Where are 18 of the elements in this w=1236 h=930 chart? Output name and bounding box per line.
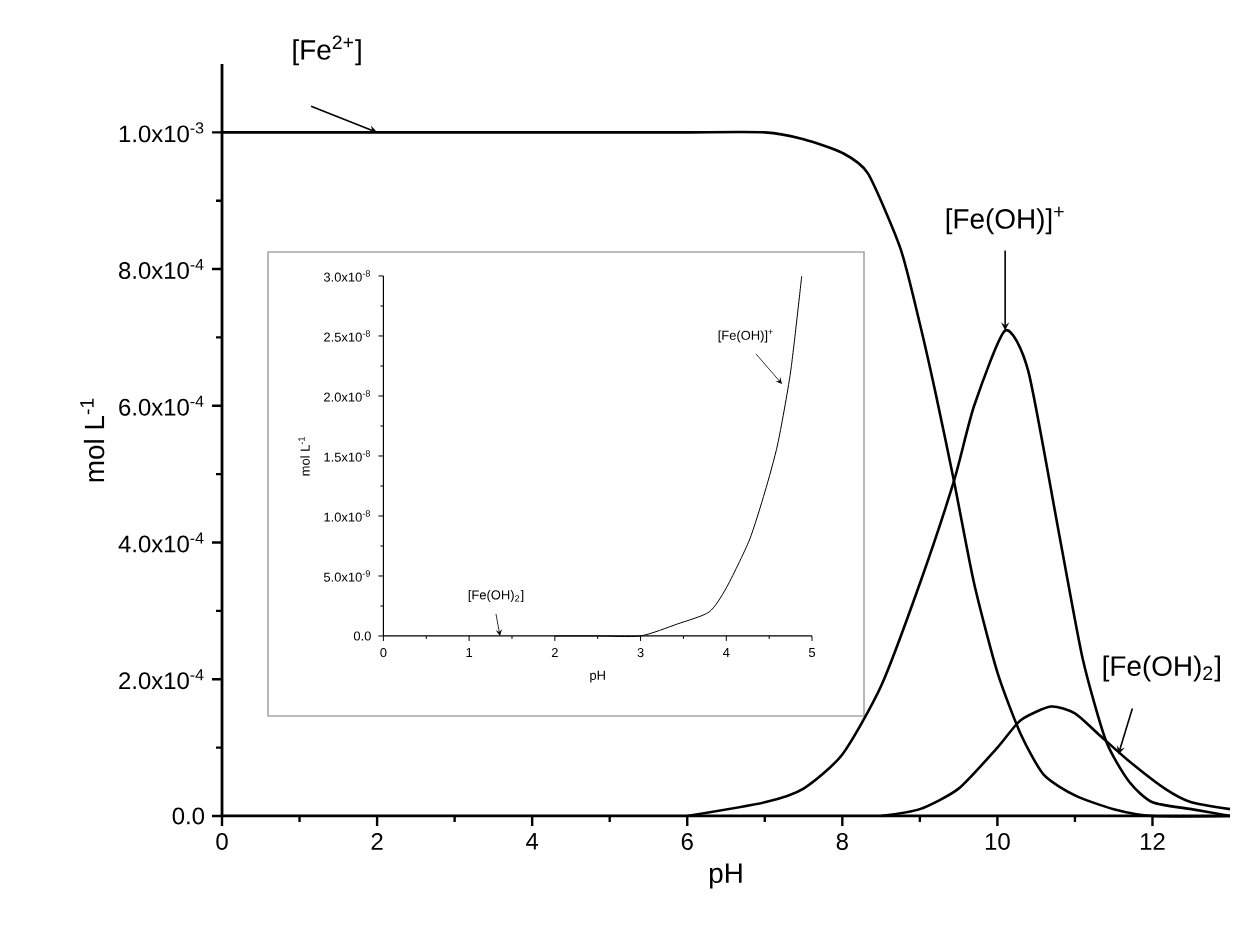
x-tick-label: 0 — [216, 833, 228, 850]
x-tick-label: 6 — [681, 833, 693, 850]
annotation: [Fe$^{2+}$] — [293, 35, 361, 66]
annotation: [Fe(OH)$_{2}$] — [1103, 655, 1220, 682]
y-tick-label: 2.0x10$^{-4}$ — [119, 669, 204, 690]
y-tick-label: 1.0x10$^{-3}$ — [119, 122, 204, 143]
y-tick-label: 0.0 — [172, 807, 205, 825]
y-tick-label: 6.0x10$^{-4}$ — [119, 395, 204, 416]
x-tick-label: 8 — [836, 833, 848, 850]
y-tick-label: 4.0x10$^{-4}$ — [118, 532, 204, 553]
x-tick-label: 10 — [985, 833, 1010, 850]
y-tick-label: 8.0x10$^{-4}$ — [119, 259, 204, 279]
annotation: [Fe(OH)]$^{+}$ — [946, 206, 1064, 235]
x-tick-label: 4 — [526, 833, 539, 850]
x-tick-label: 2 — [371, 833, 383, 850]
x-axis-title: pH — [710, 863, 742, 889]
y-axis-title: mol L$^{-1}$ — [80, 398, 105, 482]
x-tick-label: 12 — [1140, 833, 1165, 850]
